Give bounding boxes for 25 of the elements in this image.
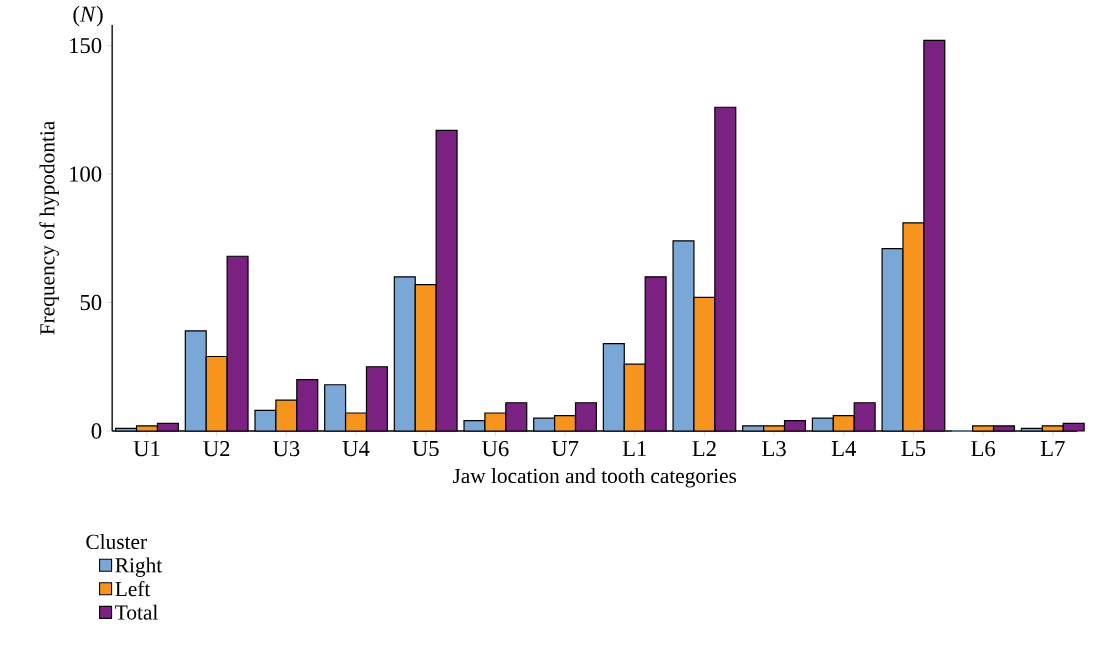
x-tick-label: U3: [272, 441, 300, 457]
x-tick-label: L5: [901, 441, 926, 457]
y-tick-label: 100: [70, 166, 102, 182]
legend-label: Left: [115, 580, 151, 597]
x-tick-label: U1: [133, 441, 160, 457]
x-tick-label: U5: [412, 441, 439, 457]
x-tick-label: L4: [831, 441, 856, 456]
y-tick-label: 0: [91, 423, 102, 439]
x-tick-label: L3: [762, 441, 786, 457]
x-axis-title: Jaw location and tooth categories: [452, 468, 737, 488]
legend-label: Total: [115, 604, 158, 620]
x-tick-label: U4: [342, 441, 370, 457]
text: (N): [73, 5, 103, 27]
x-tick-label: L2: [692, 441, 716, 457]
y-tick-label: 150: [70, 37, 102, 54]
y-axis-title: Frequency of hypodontia: [39, 121, 59, 335]
x-tick-label: U7: [551, 441, 579, 457]
x-tick-label: L1: [622, 441, 646, 457]
legend-title: Cluster: [86, 534, 147, 550]
x-tick-label: L6: [971, 441, 996, 457]
x-tick-label: L7: [1040, 441, 1065, 456]
x-tick-label: U6: [482, 441, 509, 457]
x-tick-label: U2: [203, 441, 230, 457]
legend-label: Right: [115, 557, 163, 577]
y-tick-label: 50: [80, 294, 102, 311]
